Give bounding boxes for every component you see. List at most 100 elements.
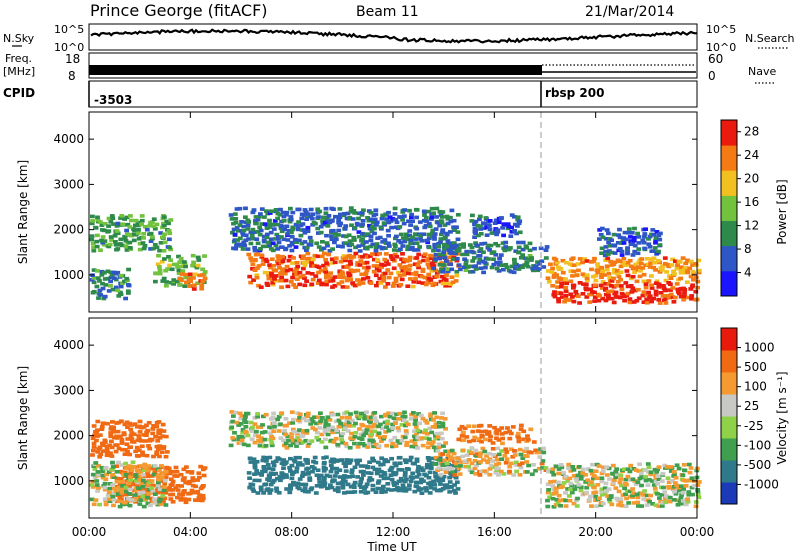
- heatmap-cell: [455, 230, 461, 234]
- heatmap-cell: [547, 468, 552, 472]
- y-tick-label: 3000: [53, 177, 84, 191]
- heatmap-cell: [356, 216, 361, 221]
- heatmap-cell: [402, 458, 408, 462]
- heatmap-cell: [266, 276, 272, 281]
- heatmap-cell: [284, 264, 290, 269]
- heatmap-cell: [299, 216, 305, 221]
- heatmap-cell: [127, 225, 133, 229]
- heatmap-cell: [376, 460, 381, 465]
- heatmap-cell: [381, 476, 387, 481]
- heatmap-cell: [396, 479, 402, 484]
- heatmap-cell: [305, 251, 311, 256]
- heatmap-cell: [342, 479, 348, 484]
- heatmap-cell: [149, 479, 155, 483]
- heatmap-cell: [161, 223, 167, 228]
- heatmap-cell: [301, 213, 307, 217]
- noise-right-label: N.Search: [745, 32, 795, 45]
- heatmap-cell: [168, 247, 173, 252]
- heatmap-cell: [320, 219, 325, 223]
- heatmap-cell: [437, 263, 443, 267]
- heatmap-cell: [267, 491, 273, 495]
- heatmap-cell: [274, 232, 280, 237]
- heatmap-cell: [325, 217, 330, 222]
- heatmap-cell: [412, 422, 418, 426]
- heatmap-cell: [102, 481, 108, 486]
- heatmap-cell: [494, 266, 500, 271]
- heatmap-cell: [331, 460, 337, 464]
- heatmap-cell: [303, 482, 309, 487]
- heatmap-cell: [262, 469, 268, 474]
- heatmap-cell: [355, 263, 360, 267]
- nave-right-tick-bottom: 0: [708, 69, 716, 83]
- heatmap-cell: [308, 419, 314, 423]
- heatmap-cell: [577, 257, 583, 261]
- heatmap-cell: [451, 451, 457, 456]
- heatmap-cell: [363, 415, 368, 419]
- heatmap-cell: [427, 470, 433, 475]
- heatmap-cell: [361, 433, 366, 438]
- heatmap-cell: [159, 259, 165, 264]
- heatmap-cell: [175, 279, 180, 284]
- heatmap-cell: [630, 495, 636, 500]
- heatmap-cell: [132, 482, 138, 487]
- heatmap-cell: [517, 219, 523, 223]
- heatmap-cell: [653, 281, 659, 285]
- heatmap-cell: [515, 215, 521, 219]
- heatmap-cell: [693, 289, 699, 294]
- heatmap-cell: [305, 461, 310, 465]
- power-x-ticks: [88, 112, 698, 312]
- heatmap-cell: [321, 251, 327, 256]
- heatmap-cell: [118, 216, 123, 220]
- heatmap-cell: [341, 265, 347, 269]
- heatmap-cell: [411, 411, 416, 415]
- heatmap-cell: [262, 437, 268, 442]
- heatmap-cell: [473, 228, 479, 232]
- heatmap-cell: [453, 251, 458, 256]
- heatmap-cell: [337, 275, 342, 279]
- heatmap-cell: [445, 453, 451, 458]
- heatmap-cell: [552, 479, 557, 484]
- heatmap-cell: [355, 261, 361, 265]
- heatmap-cell: [413, 414, 419, 419]
- heatmap-cell: [318, 230, 324, 235]
- heatmap-cell: [651, 256, 657, 260]
- heatmap-cell: [255, 241, 261, 246]
- heatmap-cell: [340, 285, 346, 289]
- heatmap-cell: [612, 478, 617, 482]
- heatmap-cell: [513, 460, 519, 465]
- heatmap-cell: [603, 249, 609, 254]
- heatmap-cell: [195, 478, 200, 482]
- heatmap-cell: [115, 221, 121, 226]
- heatmap-cell: [95, 218, 101, 222]
- heatmap-cell: [94, 430, 99, 435]
- heatmap-cell: [479, 429, 484, 434]
- heatmap-cell: [195, 263, 201, 268]
- heatmap-cell: [599, 265, 605, 270]
- heatmap-cell: [128, 427, 134, 432]
- heatmap-cell: [479, 439, 484, 444]
- heatmap-cell: [290, 225, 296, 230]
- heatmap-cell: [332, 488, 338, 492]
- heatmap-cell: [235, 238, 241, 242]
- heatmap-cell: [614, 268, 620, 273]
- heatmap-cell: [413, 437, 418, 442]
- heatmap-cell: [383, 430, 389, 434]
- heatmap-cell: [527, 248, 533, 253]
- heatmap-cell: [167, 237, 172, 242]
- heatmap-cell: [426, 256, 431, 261]
- heatmap-cell: [263, 412, 269, 417]
- heatmap-cell: [273, 274, 279, 278]
- heatmap-cell: [364, 232, 370, 236]
- heatmap-cell: [339, 415, 345, 420]
- heatmap-cell: [364, 268, 370, 273]
- heatmap-cell: [351, 209, 357, 213]
- heatmap-cell: [416, 280, 422, 285]
- heatmap-cell: [408, 241, 413, 246]
- heatmap-cell: [100, 281, 105, 286]
- heatmap-cell: [691, 483, 697, 488]
- heatmap-cell: [170, 488, 176, 492]
- heatmap-cell: [290, 261, 295, 265]
- heatmap-cell: [288, 279, 294, 284]
- heatmap-cell: [144, 453, 150, 458]
- heatmap-cell: [314, 473, 320, 477]
